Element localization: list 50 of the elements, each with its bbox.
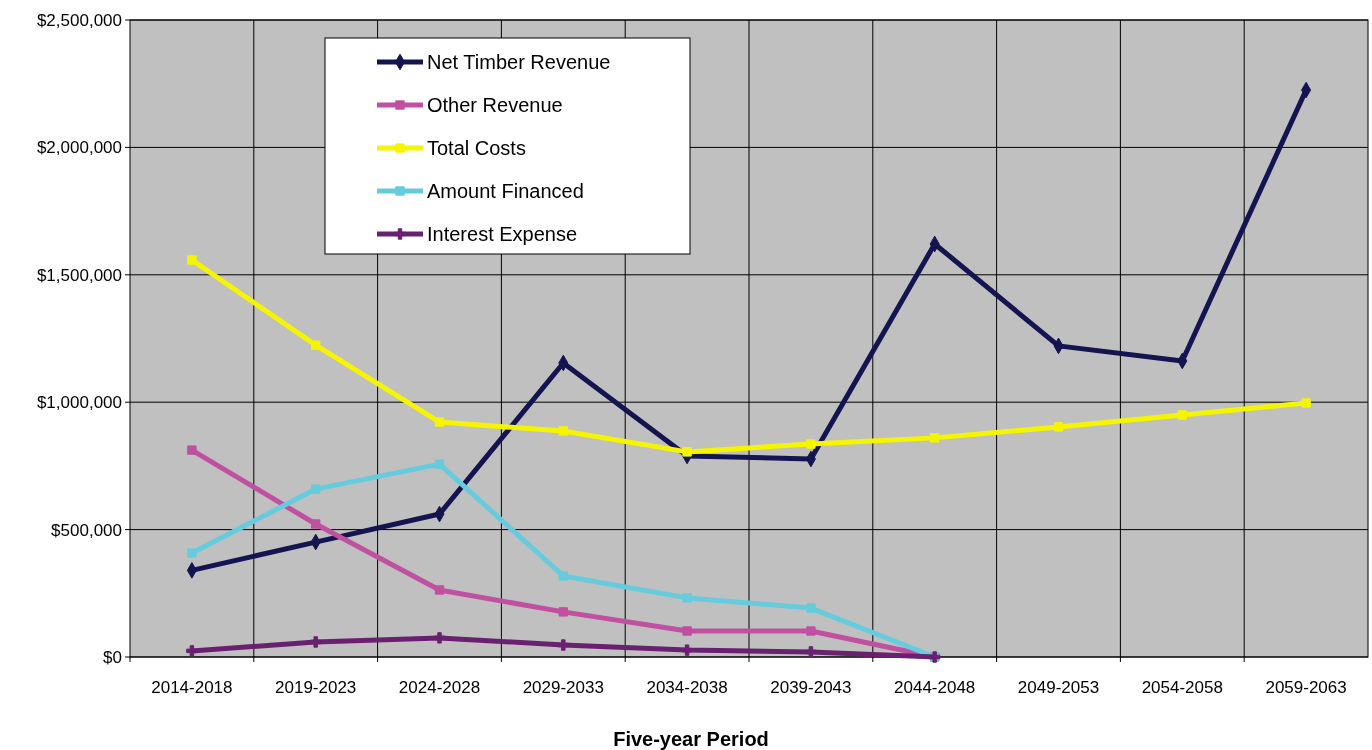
x-axis-title: Five-year Period bbox=[613, 728, 769, 750]
point bbox=[1053, 422, 1064, 432]
point bbox=[806, 439, 816, 449]
point bbox=[681, 644, 693, 656]
x-tick-label: 2024-2028 bbox=[398, 678, 481, 697]
y-tick-label: $1,500,000 bbox=[36, 265, 122, 285]
legend-label: Other Revenue bbox=[427, 94, 563, 116]
y-tick-label: $2,000,000 bbox=[36, 138, 122, 158]
point bbox=[311, 484, 321, 494]
y-tick-label: $1,000,000 bbox=[36, 393, 122, 413]
point bbox=[1177, 410, 1187, 420]
point bbox=[682, 626, 692, 636]
x-tick-label: 2059-2063 bbox=[1265, 678, 1347, 697]
point bbox=[682, 593, 692, 603]
x-tick-label: 2014-2018 bbox=[151, 678, 233, 697]
legend-label: Interest Expense bbox=[427, 223, 578, 245]
point bbox=[806, 603, 816, 613]
x-tick-label: 2049-2053 bbox=[1017, 678, 1100, 697]
point bbox=[187, 255, 197, 265]
point bbox=[930, 433, 940, 443]
point bbox=[558, 571, 568, 581]
y-tick-label: $500,000 bbox=[51, 520, 122, 540]
point bbox=[1301, 398, 1311, 408]
point bbox=[434, 417, 445, 427]
point bbox=[558, 426, 568, 436]
point bbox=[187, 548, 197, 558]
x-tick-label: 2054-2058 bbox=[1141, 678, 1223, 697]
x-tick-label: 2034-2038 bbox=[646, 678, 728, 697]
legend-label: Net Timber Revenue bbox=[427, 51, 611, 73]
point bbox=[434, 585, 445, 595]
x-tick-label: 2044-2048 bbox=[894, 678, 976, 697]
x-tick-label: 2029-2033 bbox=[522, 678, 604, 697]
point bbox=[557, 639, 569, 651]
y-tick-label: $2,500,000 bbox=[36, 10, 122, 30]
point bbox=[311, 340, 321, 350]
point bbox=[310, 636, 322, 648]
point bbox=[187, 445, 197, 455]
point bbox=[433, 632, 446, 644]
point bbox=[558, 607, 568, 617]
point bbox=[434, 459, 445, 469]
point bbox=[186, 645, 198, 657]
x-tick-label: 2039-2043 bbox=[770, 678, 852, 697]
point bbox=[682, 447, 692, 457]
point bbox=[311, 519, 321, 529]
point bbox=[806, 626, 816, 636]
legend-label: Total Costs bbox=[427, 137, 526, 159]
legend-label: Amount Financed bbox=[427, 180, 584, 202]
y-tick-label: $0 bbox=[103, 647, 122, 667]
x-tick-label: 2019-2023 bbox=[275, 678, 357, 697]
point bbox=[805, 646, 817, 658]
